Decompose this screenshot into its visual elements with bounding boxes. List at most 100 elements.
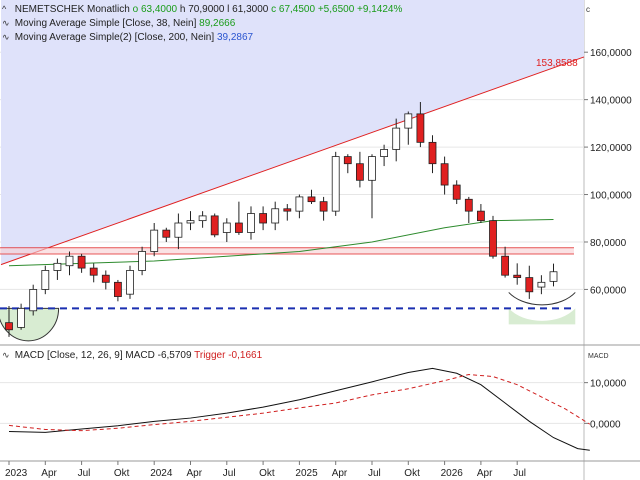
candle-body [355,163,364,181]
candle [355,151,364,188]
candle [537,275,546,295]
support-arc [508,292,576,306]
candle-body [29,289,38,312]
candle [440,156,449,195]
candle-body [101,274,110,283]
candle-body [392,127,401,150]
time-tick-label: Apr [187,468,203,479]
macd-line [8,367,590,451]
candle [259,206,268,231]
candle-body [77,255,86,269]
time-tick-label: Jul [368,468,381,479]
candle [392,118,401,162]
candle [452,180,461,205]
macd-label: MACD [Close, 12, 26, 9] [14,350,123,361]
candle-body [428,141,437,165]
candle-body [138,251,147,271]
candle [210,213,219,238]
candle-body [198,215,207,222]
candle [101,270,110,290]
ma38-line [8,218,554,267]
candle-body [5,322,13,331]
candle-body [162,229,171,238]
candle [186,211,195,231]
macd-legend[interactable]: ∿ MACD [Close, 12, 26, 9] MACD -6,5709 T… [2,348,262,363]
candle [489,215,497,259]
candle-body [174,222,183,238]
ma38-label: Moving Average Simple [Close, 38, Nein] [14,18,197,29]
candle-body [53,262,62,271]
candle-body [513,274,522,278]
candle [174,213,183,250]
candle [319,196,328,221]
candle-body [247,213,255,233]
candle [126,265,134,299]
candle [150,223,159,257]
candle [368,154,376,219]
candle-body [283,208,292,212]
candle-body [440,163,449,186]
time-tick-label: 2024 [150,468,173,479]
time-tick-label: Okt [114,468,130,479]
candle-body [65,255,74,267]
ma200-legend[interactable]: ∿ Moving Average Simple(2) [Close, 200, … [2,30,253,45]
candle-body [380,149,389,157]
candle-body [17,308,26,328]
candle [17,303,26,330]
candle-body [259,213,268,224]
candle-body [368,156,376,181]
candle-body [537,281,546,288]
collapse-icon[interactable]: ^ [2,4,7,14]
indicator-wave-icon: ∿ [2,350,10,360]
candle [307,189,316,205]
time-tick-label: Jul [223,468,236,479]
candle [295,194,304,219]
trend-line-label: 153,8588 [536,58,578,69]
time-tick-label: Apr [477,468,493,479]
price-tick-label: 80,0000 [590,238,627,249]
candle [525,265,534,299]
candle [29,284,38,316]
candle-body [501,255,510,276]
candle-body [89,267,98,276]
candle-body [452,184,461,200]
candle-body [307,196,316,203]
candle [5,306,13,337]
trend-line [0,56,585,266]
candle [343,154,352,174]
time-tick-label: Okt [404,468,420,479]
ma200-value: 39,2867 [216,32,254,43]
candle [283,204,292,221]
candle [77,253,86,273]
candle-body [210,215,219,236]
candle [501,246,510,278]
price-tick-label: 160,0000 [590,48,632,59]
trigger-value: Trigger -0,1661 [194,350,263,361]
candle [114,279,122,302]
resistance-zone [0,247,574,254]
macd-axis-title: MACD [588,353,609,360]
trigger-line [8,373,591,432]
candle [416,102,425,148]
candle-body [331,156,340,212]
time-tick-label: Jul [513,468,526,479]
candle [222,218,231,242]
close-value: c 67,4500 [271,4,316,15]
candle [404,111,413,145]
time-tick-label: 2025 [295,468,318,479]
candle-body [319,201,328,212]
time-axis: 2023 Apr Jul Okt 2024 Apr Jul Okt 2025 Apr Jul Okt 2… [5,461,526,479]
price-tick-label: 100,0000 [590,191,632,202]
support-zone [508,308,576,325]
candle [331,151,340,216]
ma200-label: Moving Average Simple(2) [Close, 200, Ne… [14,32,215,43]
ma38-legend[interactable]: ∿ Moving Average Simple [Close, 38, Nein… [2,16,235,31]
candle [271,201,280,231]
time-tick-label: 2023 [5,468,28,479]
time-tick-label: Okt [259,468,275,479]
candle [464,196,473,224]
header-legend: ^ NEMETSCHEK Monatlich o 63,4000 h 70,90… [2,2,402,17]
candle [198,211,207,228]
time-tick-label: Apr [332,468,348,479]
